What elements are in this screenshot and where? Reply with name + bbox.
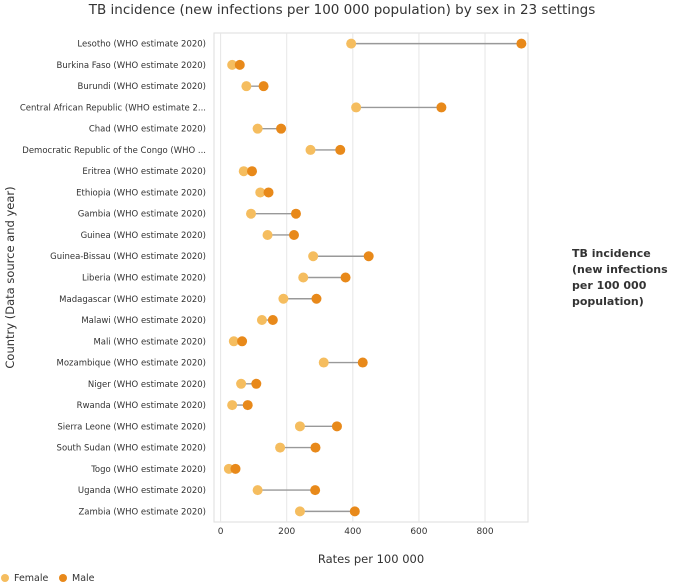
side-title-line: (new infections	[572, 263, 668, 276]
category-label: Togo (WHO estimate 2020)	[90, 465, 206, 475]
female-point	[351, 102, 362, 113]
female-point	[346, 38, 357, 49]
x-tick-label: 600	[410, 527, 427, 537]
category-label: Liberia (WHO estimate 2020)	[82, 274, 206, 284]
legend-label-male: Male	[72, 573, 95, 584]
category-label: Burundi (WHO estimate 2020)	[77, 82, 206, 92]
category-label: Malawi (WHO estimate 2020)	[81, 316, 206, 326]
side-title: TB incidence (new infections per 100 000 po…	[572, 247, 668, 308]
category-label: Mozambique (WHO estimate 2020)	[56, 359, 206, 369]
female-point	[256, 315, 267, 326]
legend-label-female: Female	[14, 573, 49, 584]
female-point	[294, 421, 305, 432]
male-point	[230, 463, 241, 474]
category-label: Sierra Leone (WHO estimate 2020)	[57, 422, 206, 432]
male-point	[242, 400, 253, 411]
category-label: Central African Republic (WHO estimate 2…	[20, 103, 206, 113]
male-point	[263, 187, 274, 198]
female-point	[294, 506, 305, 517]
male-point	[288, 229, 299, 240]
female-point	[275, 442, 286, 453]
category-label: Zambia (WHO estimate 2020)	[78, 507, 206, 517]
category-label: Niger (WHO estimate 2020)	[88, 380, 206, 390]
female-point	[241, 81, 252, 92]
category-label: Ethiopia (WHO estimate 2020)	[76, 188, 206, 198]
female-point	[318, 357, 329, 368]
female-point	[228, 336, 239, 347]
male-point	[237, 336, 248, 347]
x-tick-label: 0	[218, 527, 224, 537]
category-label: Rwanda (WHO estimate 2020)	[77, 401, 206, 411]
side-title-line: per 100 000	[572, 279, 647, 292]
female-point	[305, 144, 316, 155]
male-point	[267, 315, 278, 326]
female-points	[223, 38, 362, 517]
female-point	[238, 166, 249, 177]
category-label: Guinea-Bissau (WHO estimate 2020)	[50, 252, 206, 262]
male-point	[310, 485, 321, 496]
category-label: South Sudan (WHO estimate 2020)	[57, 444, 206, 454]
x-axis-label: Rates per 100 000	[318, 552, 424, 566]
category-label: Gambia (WHO estimate 2020)	[78, 210, 206, 220]
female-point	[278, 293, 289, 304]
male-point	[290, 208, 301, 219]
male-point	[311, 293, 322, 304]
male-point	[310, 442, 321, 453]
category-label: Lesotho (WHO estimate 2020)	[77, 40, 206, 50]
side-title-line: TB incidence	[572, 247, 651, 260]
chart-title: TB incidence (new infections per 100 000…	[88, 2, 596, 18]
plot-area	[213, 32, 529, 523]
male-point	[258, 81, 269, 92]
category-label: Democratic Republic of the Congo (WHO ..…	[22, 146, 206, 156]
category-label: Uganda (WHO estimate 2020)	[78, 486, 206, 496]
legend-marker-female	[1, 574, 9, 582]
x-tick-label: 200	[278, 527, 295, 537]
female-point	[262, 229, 273, 240]
female-point	[227, 400, 238, 411]
category-label: Mali (WHO estimate 2020)	[93, 337, 206, 347]
male-point	[340, 272, 351, 283]
x-tick-labels: 0 200 400 600 800	[218, 527, 494, 537]
male-point	[357, 357, 368, 368]
female-point	[246, 208, 257, 219]
y-axis-label: Country (Data source and year)	[3, 186, 17, 368]
category-label: Burkina Faso (WHO estimate 2020)	[56, 61, 206, 71]
female-point	[236, 378, 247, 389]
male-point	[251, 378, 262, 389]
side-title-line: population)	[572, 295, 644, 308]
male-point	[247, 166, 258, 177]
male-point	[234, 59, 245, 70]
female-point	[308, 251, 319, 262]
category-label: Madagascar (WHO estimate 2020)	[59, 295, 206, 305]
category-label: Eritrea (WHO estimate 2020)	[82, 167, 206, 177]
gridlines	[220, 33, 486, 522]
male-point	[516, 38, 527, 49]
legend-marker-male	[59, 574, 67, 582]
female-point	[298, 272, 309, 283]
category-label: Chad (WHO estimate 2020)	[89, 125, 206, 135]
male-point	[436, 102, 447, 113]
x-tick-label: 400	[344, 527, 361, 537]
male-point	[363, 251, 374, 262]
category-labels: Lesotho (WHO estimate 2020) Burkina Faso …	[20, 40, 206, 518]
male-point	[276, 123, 287, 134]
male-point	[335, 144, 346, 155]
male-point	[349, 506, 360, 517]
female-point	[252, 485, 263, 496]
female-point	[255, 187, 266, 198]
legend: Female Male	[1, 573, 95, 584]
female-point	[227, 59, 238, 70]
female-point	[252, 123, 263, 134]
male-point	[331, 421, 342, 432]
category-label: Guinea (WHO estimate 2020)	[81, 231, 206, 241]
x-tick-label: 800	[476, 527, 493, 537]
male-points	[230, 38, 527, 517]
